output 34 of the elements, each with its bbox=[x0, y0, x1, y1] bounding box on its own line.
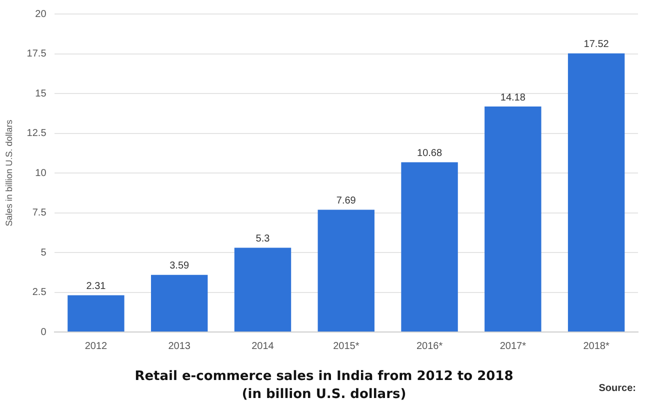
bar bbox=[150, 274, 208, 332]
y-tick-label: 2.5 bbox=[32, 287, 47, 298]
data-label: 10.68 bbox=[417, 148, 442, 159]
bar bbox=[68, 295, 124, 332]
y-tick-label: 12.5 bbox=[26, 128, 47, 139]
text: (in billion U.S. dollars) bbox=[242, 387, 406, 402]
bar bbox=[568, 53, 625, 332]
data-label: 3.59 bbox=[170, 260, 190, 272]
data-label: 17.52 bbox=[584, 39, 610, 50]
bar bbox=[484, 106, 542, 332]
x-tick-label: 2018* bbox=[583, 340, 610, 352]
bar bbox=[318, 210, 374, 332]
y-tick-label: 0 bbox=[40, 326, 47, 338]
bar bbox=[234, 248, 292, 332]
y-axis-title: Sales in billion U.S. dollars bbox=[4, 119, 14, 226]
data-label: 2.31 bbox=[86, 281, 106, 292]
data-label: 7.69 bbox=[336, 195, 356, 206]
data-label: 5.3 bbox=[256, 233, 270, 244]
text: Retail e-commerce sales in India from 2012 to 2018 bbox=[134, 369, 514, 384]
y-tick-label: 5 bbox=[40, 247, 47, 258]
x-tick-label: 2012 bbox=[84, 340, 108, 352]
y-tick-label: 7.5 bbox=[32, 208, 47, 218]
y-tick-label: 15 bbox=[35, 88, 47, 100]
y-tick-label: 10 bbox=[35, 168, 47, 179]
y-tick-label: 17.5 bbox=[26, 48, 47, 60]
y-tick-label: 20 bbox=[35, 8, 47, 20]
x-tick-label: 2015* bbox=[333, 340, 360, 352]
x-tick-label: 2014 bbox=[252, 340, 274, 352]
x-tick-label: 2017* bbox=[500, 340, 526, 352]
bar bbox=[401, 162, 458, 332]
x-tick-label: 2013 bbox=[168, 340, 191, 352]
data-label: 14.18 bbox=[500, 92, 526, 104]
x-tick-label: 2016* bbox=[416, 340, 443, 352]
source-note: Source: bbox=[598, 383, 636, 394]
